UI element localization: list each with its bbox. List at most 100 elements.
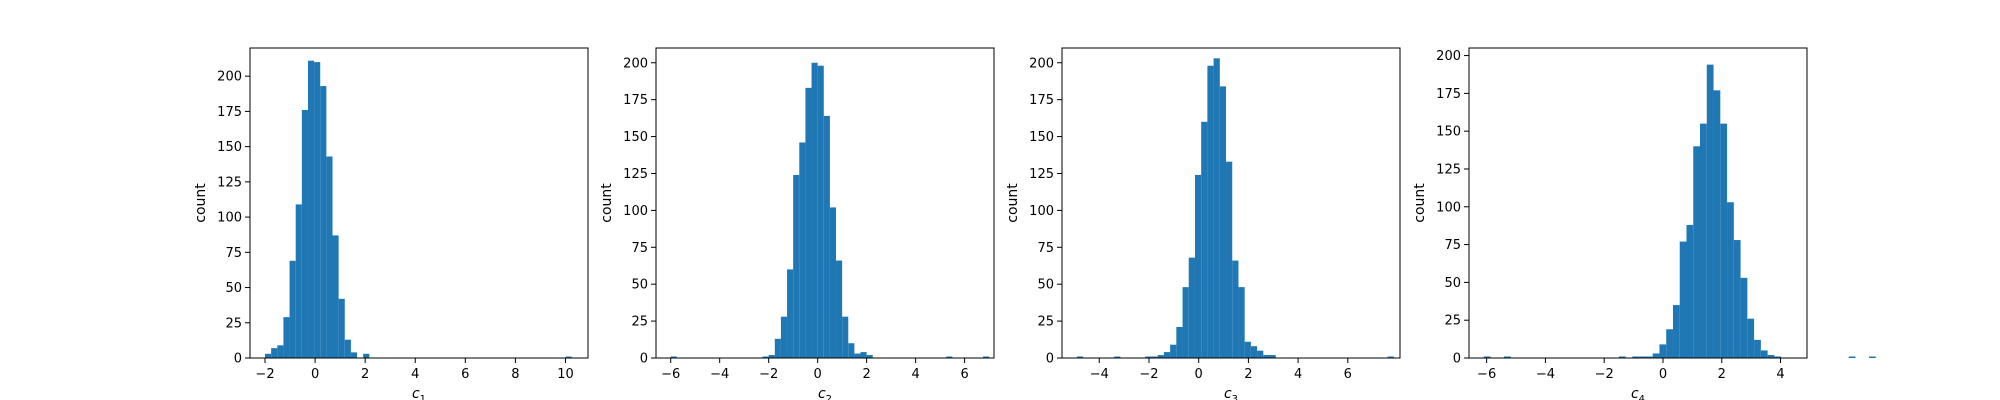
y-axis-label: count bbox=[599, 183, 615, 223]
histogram-bar bbox=[1733, 240, 1741, 358]
axes-frame bbox=[1468, 47, 1808, 359]
bars bbox=[670, 62, 990, 359]
histogram-bar bbox=[320, 86, 327, 358]
axes-frame bbox=[249, 47, 589, 359]
y-tick-label: 125 bbox=[1436, 162, 1461, 177]
histogram-bar bbox=[1706, 64, 1714, 358]
y-tick-label: 150 bbox=[1029, 130, 1054, 145]
histogram-bar bbox=[332, 235, 339, 358]
y-tick-label: 50 bbox=[225, 281, 242, 296]
histogram-bar bbox=[1076, 356, 1084, 358]
histogram-panel-4: −6 −4 −2 0 2 4 0 25 50 75 100 125 150 175 200 count c4 bbox=[1412, 47, 1876, 400]
histogram-bar bbox=[1618, 356, 1626, 358]
histogram-bar bbox=[1207, 65, 1214, 358]
axes-frame bbox=[655, 47, 995, 359]
x-tick-label: 6 bbox=[1344, 367, 1352, 382]
y-tick-label: 100 bbox=[623, 204, 648, 219]
histogram-bar bbox=[1483, 356, 1491, 358]
x-axis-label: c4 bbox=[1631, 386, 1645, 400]
y-tick-label: 100 bbox=[217, 211, 242, 226]
histogram-bar bbox=[277, 345, 284, 358]
histogram-bar bbox=[1848, 356, 1856, 358]
histogram-bar bbox=[982, 356, 990, 358]
bars bbox=[1483, 64, 1876, 358]
histogram-bar bbox=[1774, 356, 1782, 358]
histogram-bar bbox=[1760, 350, 1768, 358]
y-tick-label: 75 bbox=[1037, 241, 1054, 256]
histogram-bar bbox=[565, 356, 572, 358]
x-tick-label: 4 bbox=[1294, 367, 1302, 382]
histogram-bar bbox=[1232, 260, 1239, 358]
x-tick-label: −4 bbox=[1090, 367, 1109, 382]
y-tick-label: 50 bbox=[1444, 276, 1461, 291]
histogram-bar bbox=[1747, 318, 1755, 358]
y-tick-label: 125 bbox=[623, 167, 648, 182]
y-tick-label: 100 bbox=[1029, 204, 1054, 219]
x-tick-label: −4 bbox=[1536, 367, 1555, 382]
histogram-bar bbox=[1114, 356, 1121, 358]
x-tick-label: 2 bbox=[1244, 367, 1252, 382]
histogram-bar bbox=[768, 355, 775, 358]
y-tick-label: 150 bbox=[623, 130, 648, 145]
histogram-bar bbox=[1157, 355, 1164, 358]
histogram-bar bbox=[848, 343, 855, 358]
histogram-bar bbox=[283, 317, 290, 358]
histogram-bar bbox=[799, 142, 806, 358]
y-tick-label: 0 bbox=[1453, 352, 1461, 367]
histogram-bar bbox=[271, 348, 278, 358]
histogram-bar bbox=[1659, 344, 1667, 358]
histogram-bar bbox=[326, 156, 333, 358]
x-tick-label: 6 bbox=[461, 367, 469, 382]
histogram-bar bbox=[866, 355, 873, 358]
y-tick-label: 175 bbox=[1029, 93, 1054, 108]
histogram-bar bbox=[1269, 355, 1276, 358]
histogram-bar bbox=[1257, 350, 1264, 358]
histogram-bar bbox=[1686, 224, 1694, 358]
histogram-bar bbox=[1226, 161, 1233, 358]
y-tick-label: 150 bbox=[217, 140, 242, 155]
histogram-bar bbox=[1250, 346, 1258, 358]
y-axis-label: count bbox=[1005, 183, 1021, 223]
x-tick-label: −4 bbox=[710, 367, 729, 382]
histogram-bar bbox=[842, 316, 849, 358]
histogram-bar bbox=[817, 65, 824, 358]
y-tick-label: 175 bbox=[217, 105, 242, 120]
y-tick-label: 175 bbox=[623, 93, 648, 108]
histogram-bar bbox=[1201, 121, 1208, 358]
histogram-bar bbox=[301, 110, 308, 358]
histogram-bar bbox=[805, 87, 812, 358]
histogram-panel-3: −4 −2 0 2 4 6 0 25 50 75 100 125 150 175 200 count c3 bbox=[1005, 47, 1401, 400]
histogram-bar bbox=[1754, 339, 1761, 358]
histogram-bar bbox=[307, 60, 315, 358]
histogram-bar bbox=[1176, 327, 1183, 358]
y-tick-label: 175 bbox=[1436, 87, 1461, 102]
bars bbox=[265, 60, 572, 358]
y-axis-label: count bbox=[193, 183, 209, 223]
histogram-bar bbox=[1632, 356, 1640, 358]
y-tick-label: 0 bbox=[234, 352, 242, 367]
histogram-bar bbox=[1639, 356, 1646, 358]
histogram-bar bbox=[1263, 355, 1270, 358]
histogram-bar bbox=[295, 204, 302, 358]
histogram-bar bbox=[1170, 344, 1177, 358]
y-tick-label: 0 bbox=[1046, 352, 1054, 367]
histogram-bar bbox=[829, 207, 837, 358]
histogram-bar bbox=[1213, 58, 1220, 358]
histogram-bar bbox=[1194, 174, 1202, 358]
x-tick-label: 2 bbox=[862, 367, 870, 382]
y-tick-label: 125 bbox=[217, 175, 242, 190]
histogram-bar bbox=[1693, 146, 1701, 358]
histogram-bar bbox=[1666, 329, 1673, 358]
histogram-bar bbox=[762, 356, 769, 358]
x-tick-label: 0 bbox=[1659, 367, 1667, 382]
y-tick-label: 125 bbox=[1029, 167, 1054, 182]
histogram-bar bbox=[793, 174, 800, 358]
histogram-bar bbox=[338, 298, 345, 358]
y-tick-label: 25 bbox=[1037, 315, 1054, 330]
y-tick-label: 150 bbox=[1436, 125, 1461, 140]
x-tick-label: 8 bbox=[511, 367, 519, 382]
histogram-bar bbox=[265, 353, 272, 358]
histogram-bar bbox=[1387, 356, 1394, 358]
